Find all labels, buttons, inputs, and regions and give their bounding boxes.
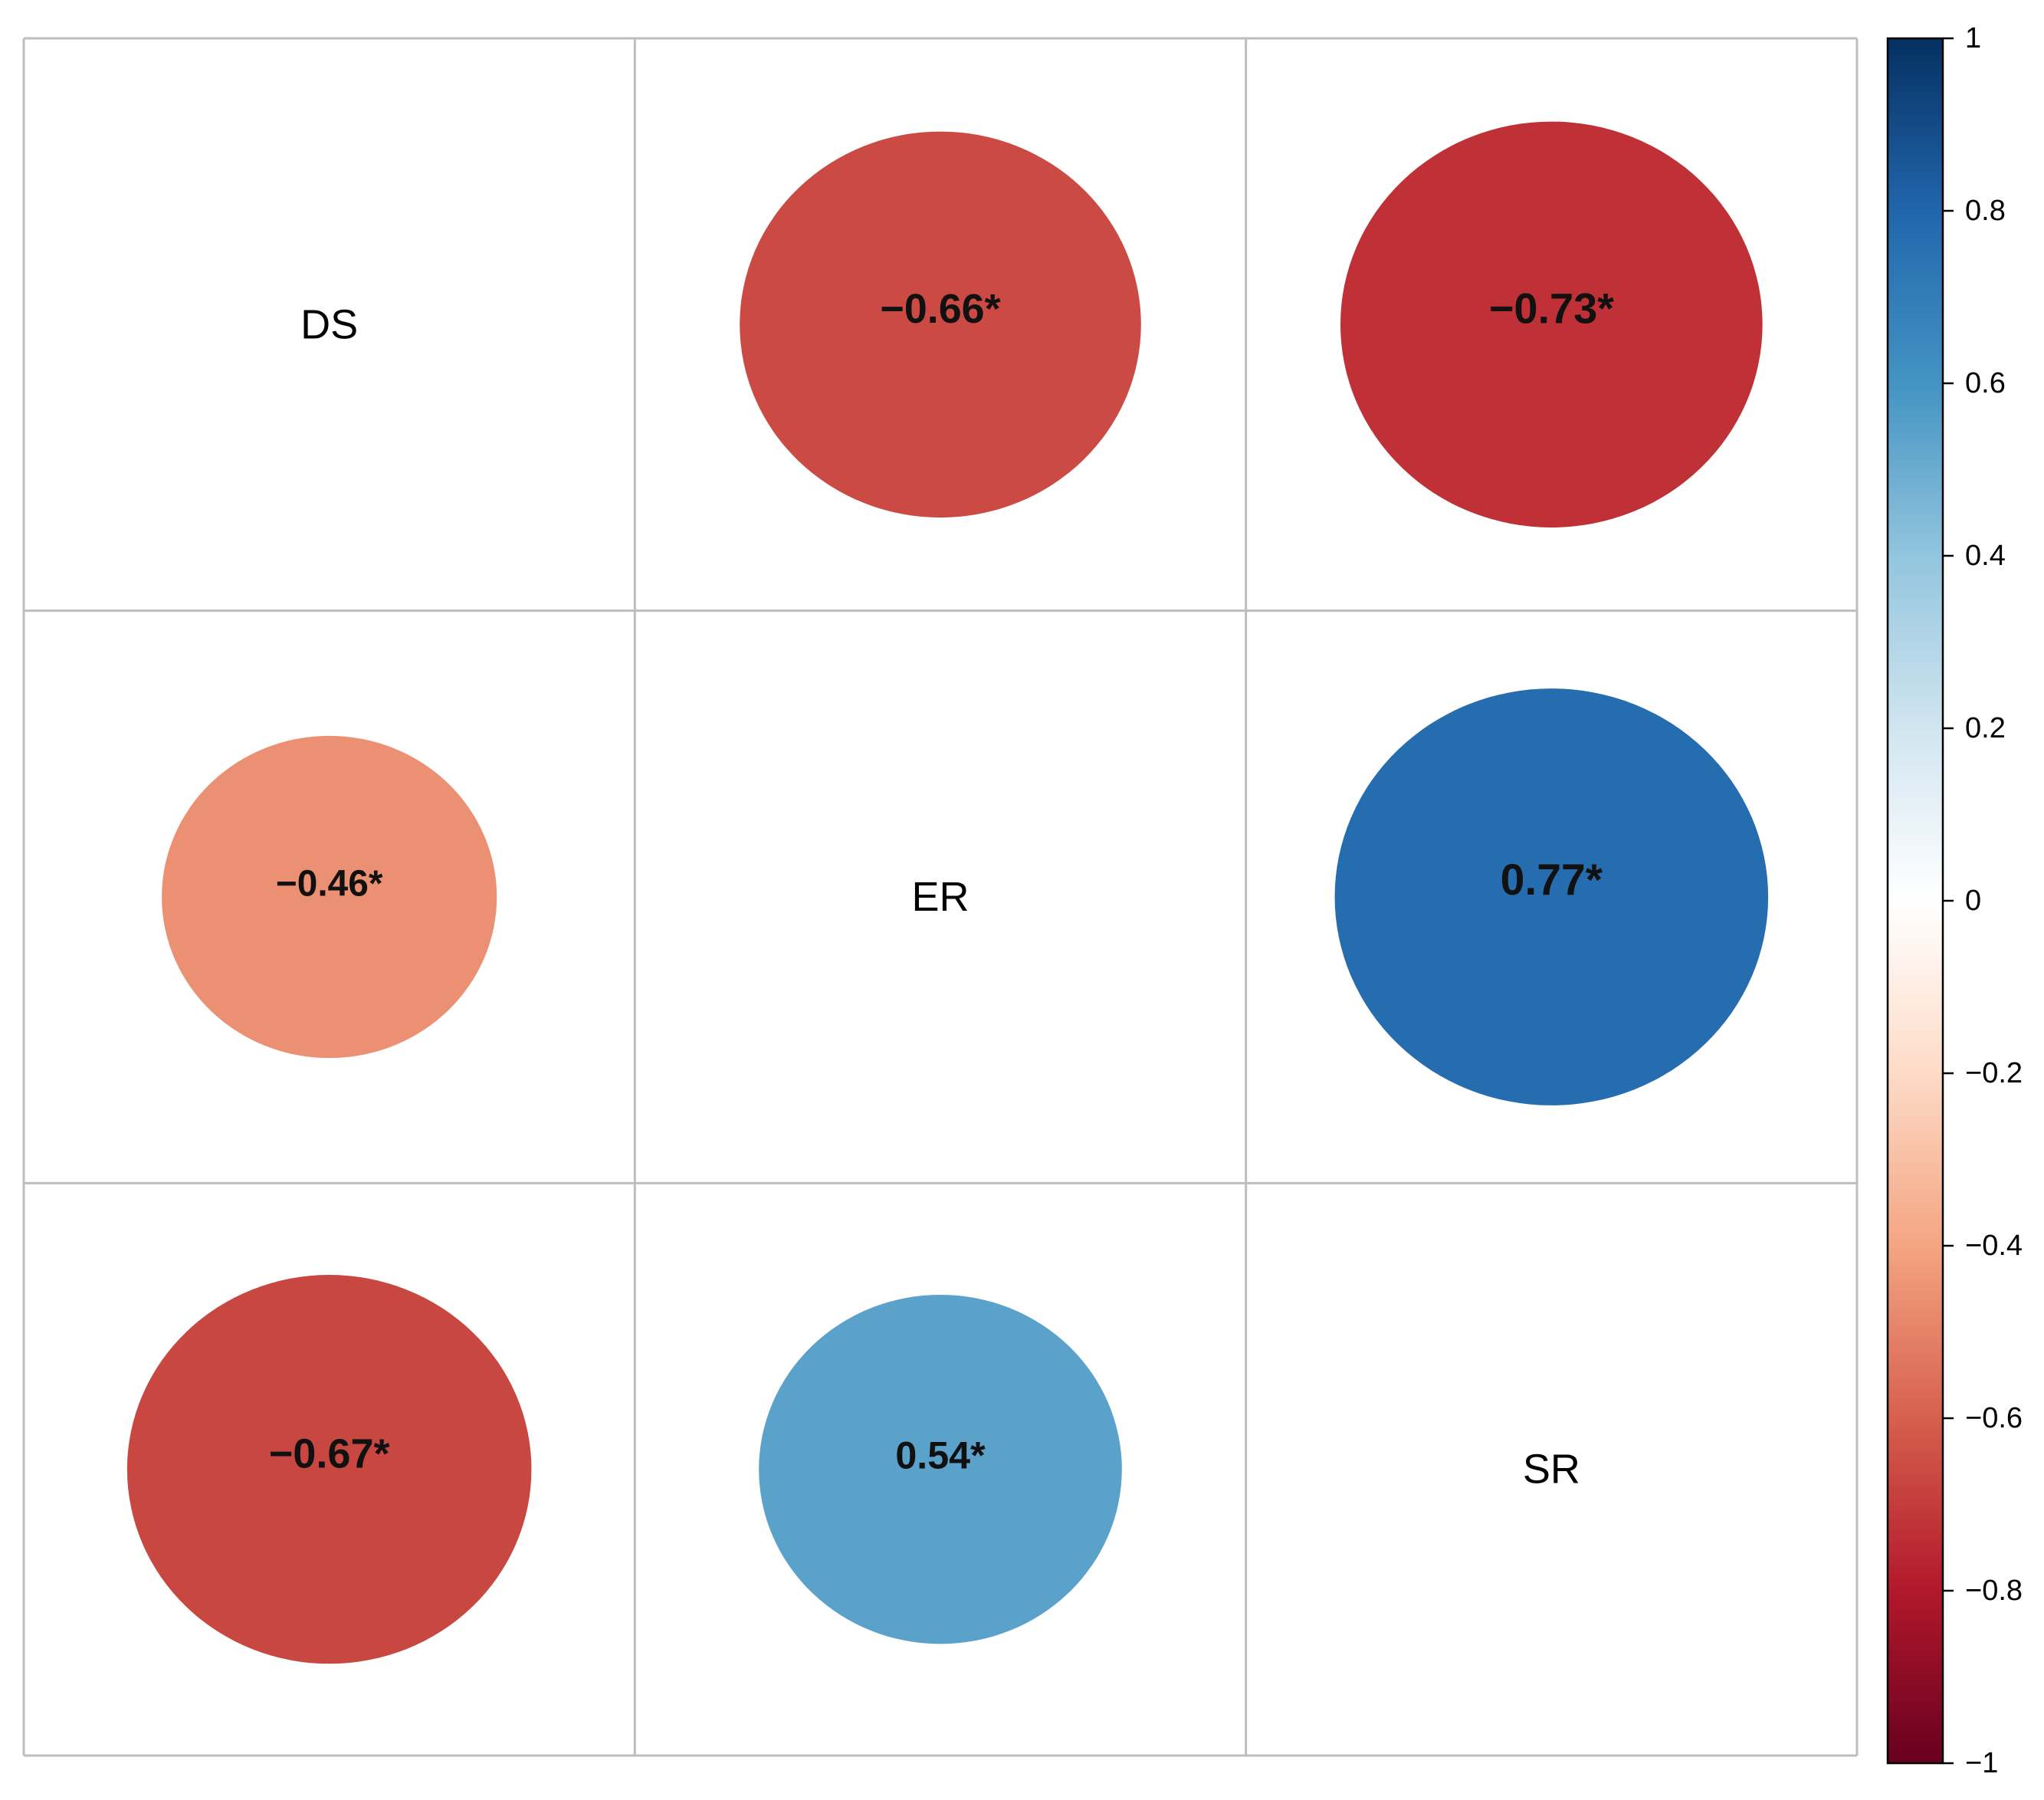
cell-sr-er: 0.54* bbox=[759, 1294, 1122, 1644]
correlation-value-label: −0.46* bbox=[276, 864, 383, 905]
grid-layer bbox=[22, 37, 1859, 1757]
colorbar-tick-label: −0.8 bbox=[1965, 1575, 2023, 1607]
correlation-value-label: 0.54* bbox=[895, 1434, 986, 1476]
cell-ds-ds: DS bbox=[300, 301, 358, 347]
colorbar-tick-label: 0.4 bbox=[1965, 540, 2006, 572]
correlation-circle bbox=[162, 735, 497, 1059]
cell-er-ds: −0.46* bbox=[162, 735, 497, 1059]
correlation-circle bbox=[1334, 688, 1769, 1105]
cell-sr-ds: −0.67* bbox=[126, 1275, 532, 1664]
correlation-circle bbox=[1340, 121, 1763, 528]
cell-sr-sr: SR bbox=[1523, 1447, 1580, 1493]
correlation-circle bbox=[126, 1275, 532, 1664]
correlation-circle bbox=[759, 1294, 1122, 1644]
colorbar-tick-label: −1 bbox=[1965, 1747, 1998, 1779]
colorbar-tick-label: 0 bbox=[1965, 885, 1981, 917]
cell-ds-sr: −0.73* bbox=[1340, 121, 1763, 528]
colorbar-tick-label: −0.2 bbox=[1965, 1057, 2023, 1089]
correlation-value-label: −0.67* bbox=[269, 1430, 390, 1476]
colorbar-tick-label: −0.4 bbox=[1965, 1230, 2023, 1262]
colorbar: 1 0.8 0.6 0.4 0.2 0 −0.2 −0.4 −0.6 −0.8 −1 bbox=[1886, 22, 2023, 1779]
colorbar-tick-label: 1 bbox=[1965, 22, 1981, 54]
correlation-value-label: −0.66* bbox=[880, 286, 1000, 332]
cell-er-sr: 0.77* bbox=[1334, 688, 1769, 1105]
colorbar-tick-label: −0.6 bbox=[1965, 1402, 2023, 1434]
cell-er-er: ER bbox=[911, 874, 969, 920]
colorbar-gradient bbox=[1886, 37, 1944, 1765]
correlation-circle bbox=[740, 131, 1141, 518]
cells-layer: DS −0.66* −0.73* −0.46* ER 0.77* −0.67* 0.54* SR bbox=[126, 121, 1769, 1664]
correlation-value-label: −0.73* bbox=[1489, 284, 1614, 333]
variable-label: SR bbox=[1523, 1447, 1580, 1493]
colorbar-tick-label: 0.8 bbox=[1965, 195, 2006, 227]
variable-label: DS bbox=[300, 301, 358, 347]
colorbar-tick-label: 0.6 bbox=[1965, 367, 2006, 399]
variable-label: ER bbox=[911, 874, 969, 920]
correlation-value-label: 0.77* bbox=[1501, 856, 1603, 905]
colorbar-tick-label: 0.2 bbox=[1965, 712, 2006, 744]
cell-ds-er: −0.66* bbox=[740, 131, 1141, 518]
